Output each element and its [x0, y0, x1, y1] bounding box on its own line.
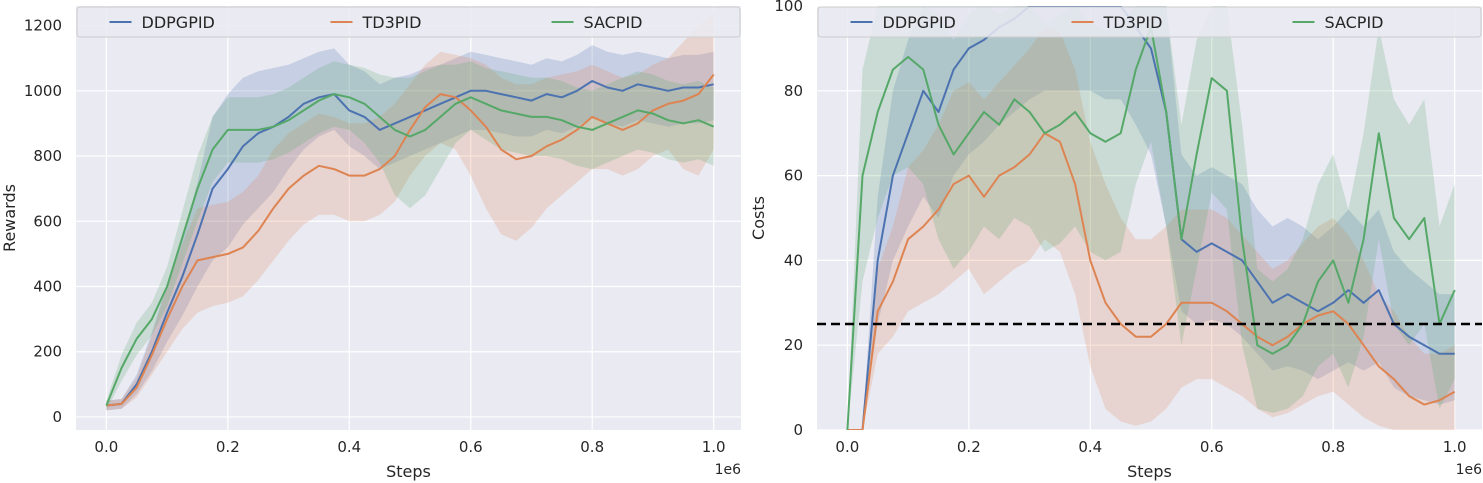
y-tick-label: 40	[784, 251, 803, 269]
legend-box	[817, 6, 1482, 38]
y-tick-label: 200	[33, 343, 62, 361]
legend-label-ddpgpid: DDPGPID	[883, 13, 956, 32]
y-tick-label: 100	[774, 0, 803, 15]
costs-grid	[817, 5, 1482, 431]
costs-plot-area	[817, 6, 1482, 430]
legend-label-ddpgpid: DDPGPID	[142, 13, 215, 32]
costs-x-offset-label: 1e6	[1456, 462, 1483, 478]
x-tick-label: 0.8	[1321, 438, 1345, 456]
rewards-line-td3pid	[106, 73, 715, 407]
y-tick-label: 0	[793, 421, 803, 439]
rewards-x-offset-label: 1e6	[715, 462, 742, 478]
rewards-x-axis-label: Steps	[386, 462, 431, 481]
rewards-tick-labels: 0 200 400 600 800 1000 1200 0.0 0.2 0.4 0.6 0.8 1.0	[24, 17, 726, 456]
legend-label-sacpid: SACPID	[1325, 13, 1384, 32]
x-tick-label: 1.0	[702, 438, 726, 456]
costs-legend: DDPGPID TD3PID SACPID	[817, 6, 1482, 38]
x-tick-label: 0.0	[835, 438, 859, 456]
x-tick-label: 0.6	[1200, 438, 1224, 456]
rewards-band-sacpid	[106, 61, 714, 411]
costs-chart: 0 20 40 60 80 100 0.0 0.2 0.4 0.6 0.8 1.0 Steps Cos…	[749, 0, 1482, 481]
costs-band-td3pid	[847, 27, 1455, 430]
x-tick-label: 0.6	[459, 438, 483, 456]
y-tick-label: 800	[33, 147, 62, 165]
rewards-confidence-bands	[106, 12, 714, 411]
costs-line-ddpgpid	[847, 6, 1455, 430]
rewards-band-td3pid	[106, 12, 714, 411]
rewards-plot-area	[76, 6, 741, 430]
y-tick-label: 600	[33, 212, 62, 230]
rewards-series-lines	[105, 73, 715, 407]
y-tick-label: 20	[784, 336, 803, 354]
y-tick-label: 0	[52, 408, 62, 426]
y-tick-label: 400	[33, 277, 62, 295]
x-tick-label: 0.4	[1078, 438, 1102, 456]
x-tick-label: 1.0	[1443, 438, 1467, 456]
rewards-grid	[76, 6, 741, 430]
rewards-y-axis-label: Rewards	[0, 184, 19, 252]
x-tick-label: 0.4	[337, 438, 361, 456]
rewards-line-ddpgpid	[106, 80, 714, 407]
costs-y-axis-label: Costs	[749, 196, 768, 240]
y-tick-label: 80	[784, 82, 803, 100]
legend-label-sacpid: SACPID	[584, 13, 643, 32]
costs-line-td3pid	[847, 132, 1456, 430]
y-tick-label: 60	[784, 167, 803, 185]
legend-label-td3pid: TD3PID	[362, 13, 422, 32]
legend-label-td3pid: TD3PID	[1103, 13, 1163, 32]
costs-tick-labels: 0 20 40 60 80 100 0.0 0.2 0.4 0.6 0.8 1.0	[774, 0, 1466, 456]
x-tick-label: 0.0	[94, 438, 118, 456]
x-tick-label: 0.2	[216, 438, 240, 456]
rewards-legend: DDPGPID TD3PID SACPID	[76, 6, 741, 38]
costs-x-axis-label: Steps	[1127, 462, 1172, 481]
x-tick-label: 0.8	[580, 438, 604, 456]
legend-box	[76, 6, 741, 38]
rewards-band-ddpgpid	[106, 45, 714, 411]
y-tick-label: 1000	[24, 82, 62, 100]
rewards-line-sacpid	[105, 93, 715, 406]
y-tick-label: 1200	[24, 17, 62, 35]
x-tick-label: 0.2	[957, 438, 981, 456]
